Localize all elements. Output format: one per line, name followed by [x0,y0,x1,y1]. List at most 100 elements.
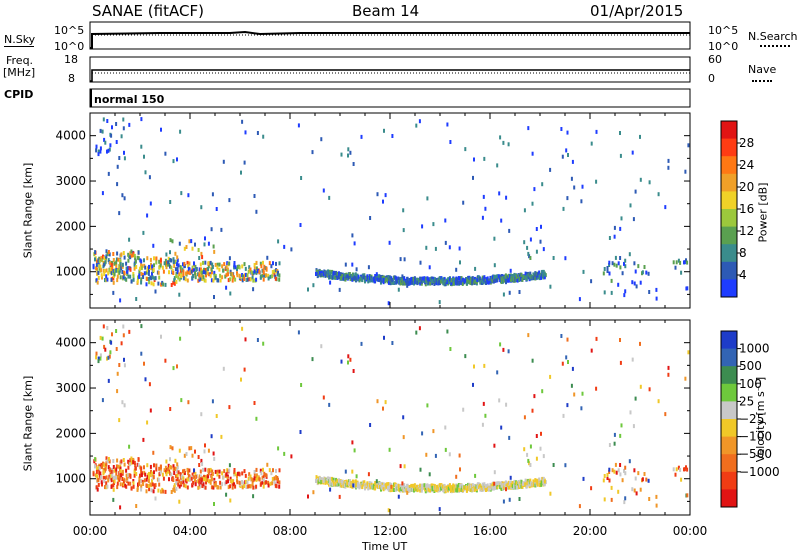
velocity-echo [238,472,241,477]
velocity-echo [164,465,167,470]
velocity-echo [113,475,116,480]
velocity-echo [637,471,640,476]
power-echo [213,270,216,275]
power-echo [144,265,147,270]
velocity-echo [536,479,539,484]
power-echo [535,227,538,231]
power-echo [573,185,576,190]
power-echo [352,273,355,278]
velocity-echo [444,447,447,452]
velocity-echo [149,464,152,469]
velocity-echo [472,382,474,387]
velocity-echo [452,488,455,493]
power-echo [139,266,141,271]
power-echo [379,275,382,279]
power-echo [655,287,658,292]
power-echo [260,264,263,269]
velocity-echo [172,366,175,371]
velocity-echo [687,350,690,355]
velocity-echo [152,475,155,480]
power-echo [132,253,135,258]
power-echo [349,150,352,155]
velocity-echo [274,483,277,488]
power-echo [257,269,259,274]
power-echo [96,280,99,285]
velocity-echo [434,487,437,492]
power-echo [369,278,372,283]
power-echo [101,191,104,196]
power-echo [499,135,502,140]
power-echo [103,137,106,142]
velocity-echo [99,335,102,340]
power-echo [266,255,269,260]
velocity-echo [272,468,274,473]
power-echo [129,251,132,256]
velocity-echo [275,468,277,473]
velocity-echo [194,478,196,483]
power-echo [112,258,115,262]
power-echo [540,273,543,278]
x-axis: 00:00 04:00 08:00 12:00 16:00 20:00 00:00 [73,113,707,538]
power-echo [197,248,200,252]
velocity-echo [540,480,543,485]
power-echo [606,266,609,270]
velocity-echo [175,481,178,486]
power-echo [152,243,155,248]
power-echo [128,122,131,127]
power-echo [505,280,507,285]
velocity-echo [106,459,109,464]
power-echo [484,206,487,211]
velocity-echo [459,467,461,472]
power-echo [178,277,181,282]
velocity-echo [499,342,502,347]
velocity-echo [237,471,239,476]
power-echo [210,227,213,232]
velocity-echo [617,468,620,473]
velocity-echo [193,468,195,473]
velocity-echo [648,497,651,501]
power-echo [347,147,350,152]
velocity-echo [102,461,104,466]
power-echo [608,236,611,240]
power-echo [103,269,106,274]
power-echo [211,262,214,267]
power-echo [119,259,122,264]
power-echo [253,269,256,274]
velocity-echo [229,484,232,489]
power-echo [198,267,201,272]
power-echo [610,290,613,295]
velocity-echo [401,484,404,489]
power-echo [173,264,176,268]
velocity-echo [262,467,264,472]
power-echo [332,273,335,278]
velocity-echo [210,485,213,490]
power-echo [140,144,143,149]
power-echo [532,276,535,281]
velocity-echo [483,363,486,368]
power-echo [534,276,537,281]
velocity-echo [353,483,356,487]
velocity-echo [400,487,403,492]
velocity-echo [382,484,385,489]
velocity-echo [215,414,218,418]
power-echo [213,295,215,299]
velocity-echo [231,485,234,490]
power-echo [633,281,636,286]
power-echo [129,274,132,279]
power-echo [342,274,345,279]
velocity-echo [502,499,505,504]
power-echo [486,276,489,281]
power-echo [478,277,481,281]
velocity-echo [183,483,186,488]
power-echo [243,262,246,267]
velocity-echo [541,476,544,481]
colorbar-segment [721,173,737,192]
velocity-echo [140,487,143,492]
velocity-echo [138,481,141,486]
power-echo [277,239,280,244]
velocity-echo [173,485,176,490]
power-echo [194,264,197,269]
power-echo [140,280,143,285]
power-echo [376,192,379,197]
